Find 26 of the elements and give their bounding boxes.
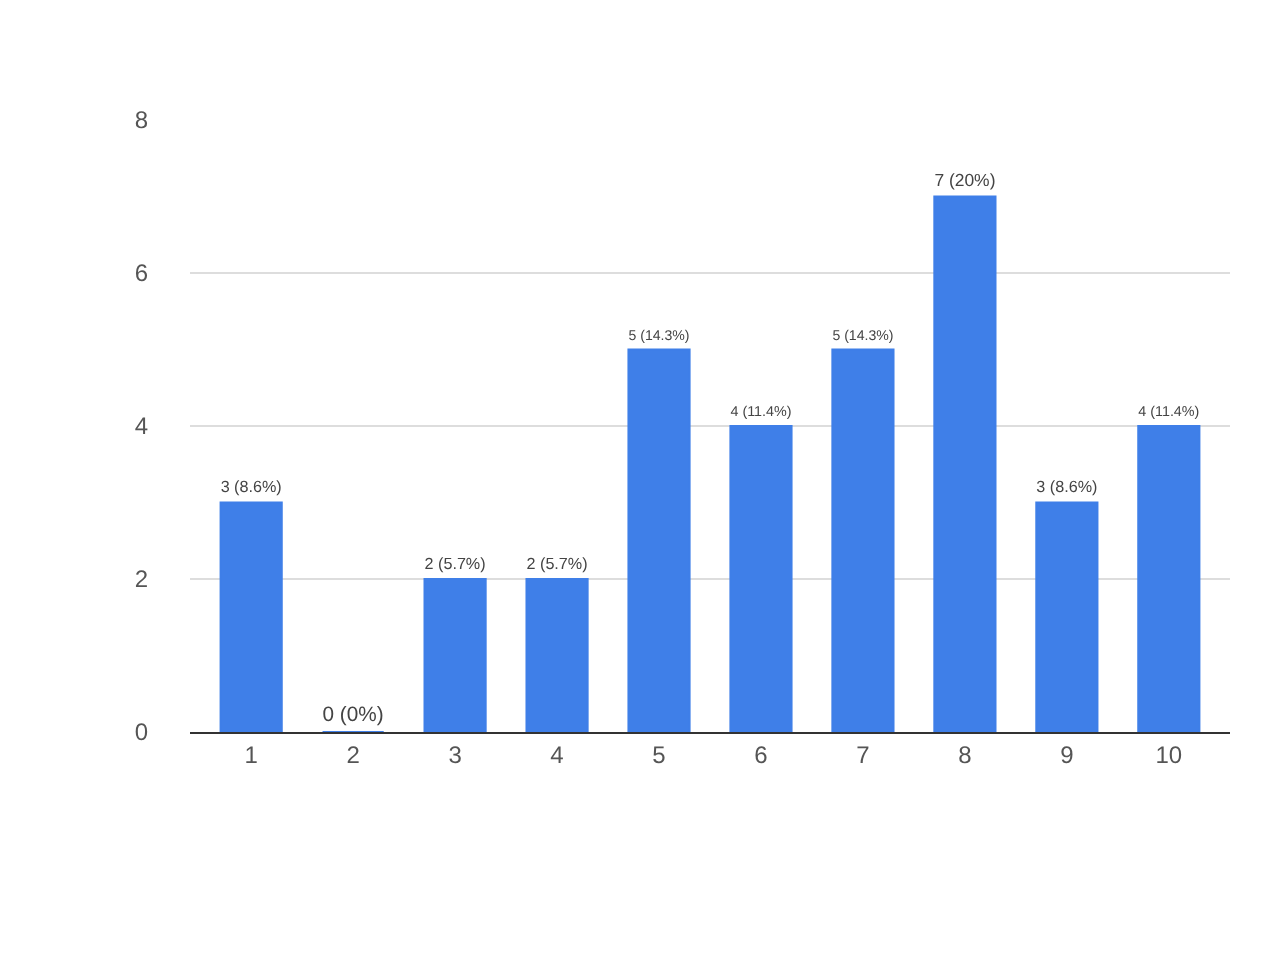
x-tick-label: 10	[1155, 740, 1183, 769]
x-tick-label: 7	[856, 740, 871, 769]
x-tick-label: 8	[958, 740, 973, 769]
x-tick-label: 5	[652, 740, 667, 769]
y-tick-label: 8	[134, 106, 149, 135]
bar	[729, 425, 793, 732]
data-label: 7 (20%)	[934, 170, 996, 191]
bar	[831, 348, 895, 732]
x-tick-label: 2	[346, 740, 361, 769]
x-tick-label: 9	[1060, 740, 1075, 769]
bar	[933, 195, 997, 732]
y-tick-label: 6	[134, 259, 149, 288]
bar	[219, 501, 283, 732]
x-tick-label: 6	[754, 740, 769, 769]
x-tick-label: 3	[448, 740, 463, 769]
bar	[1137, 425, 1201, 732]
y-tick-label: 4	[134, 412, 149, 441]
y-tick-label: 0	[134, 718, 149, 747]
data-label: 0 (0%)	[322, 704, 384, 727]
bar	[525, 578, 589, 732]
y-tick-label: 2	[134, 565, 149, 594]
bar	[627, 348, 691, 732]
x-tick-label: 4	[550, 740, 565, 769]
x-tick-label: 1	[244, 740, 259, 769]
bar	[423, 578, 487, 732]
bar	[1035, 501, 1099, 732]
